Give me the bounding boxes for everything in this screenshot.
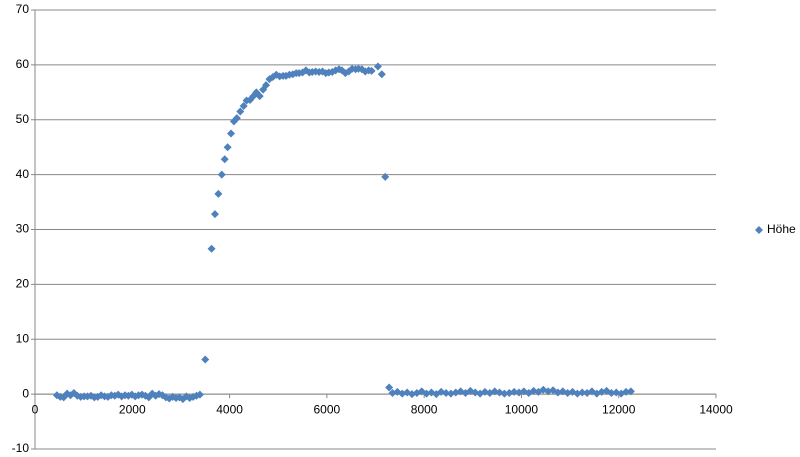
point (622, 387, 631, 396)
point (367, 66, 376, 75)
x-tick-label: 10000 (505, 402, 539, 416)
point (255, 92, 264, 101)
point (442, 389, 451, 398)
point (607, 389, 616, 398)
legend-marker (755, 226, 763, 234)
point (239, 102, 248, 111)
point (223, 143, 232, 152)
point (207, 244, 216, 253)
y-tick-label: 10 (16, 331, 30, 345)
point (217, 170, 226, 179)
y-tick-label: 20 (16, 277, 30, 291)
y-tick-label: -10 (12, 441, 30, 455)
point (385, 383, 394, 392)
x-tick-label: 4000 (216, 402, 243, 416)
legend-label: Höhe (767, 222, 796, 236)
point (377, 70, 386, 79)
y-tick-label: 40 (16, 167, 30, 181)
point (195, 390, 204, 399)
x-tick-label: 6000 (314, 402, 341, 416)
x-tick-label: 12000 (602, 402, 636, 416)
y-tick-label: 60 (16, 57, 30, 71)
y-tick-label: 70 (16, 2, 30, 16)
point (381, 172, 390, 181)
point (578, 388, 587, 397)
x-tick-label: 0 (32, 402, 39, 416)
point (626, 387, 635, 396)
point (232, 114, 241, 123)
x-tick-label: 8000 (411, 402, 438, 416)
point (505, 389, 514, 398)
x-tick-label: 14000 (699, 402, 733, 416)
y-tick-label: 0 (22, 386, 29, 400)
point (214, 189, 223, 198)
y-tick-label: 30 (16, 222, 30, 236)
y-tick-label: 50 (16, 112, 30, 126)
point (210, 210, 219, 219)
point (510, 387, 519, 396)
point (262, 81, 271, 90)
point (500, 389, 509, 398)
point (220, 155, 229, 164)
point (227, 129, 236, 138)
point (236, 107, 245, 116)
x-tick-label: 2000 (119, 402, 146, 416)
point (373, 62, 382, 71)
point (201, 355, 210, 364)
